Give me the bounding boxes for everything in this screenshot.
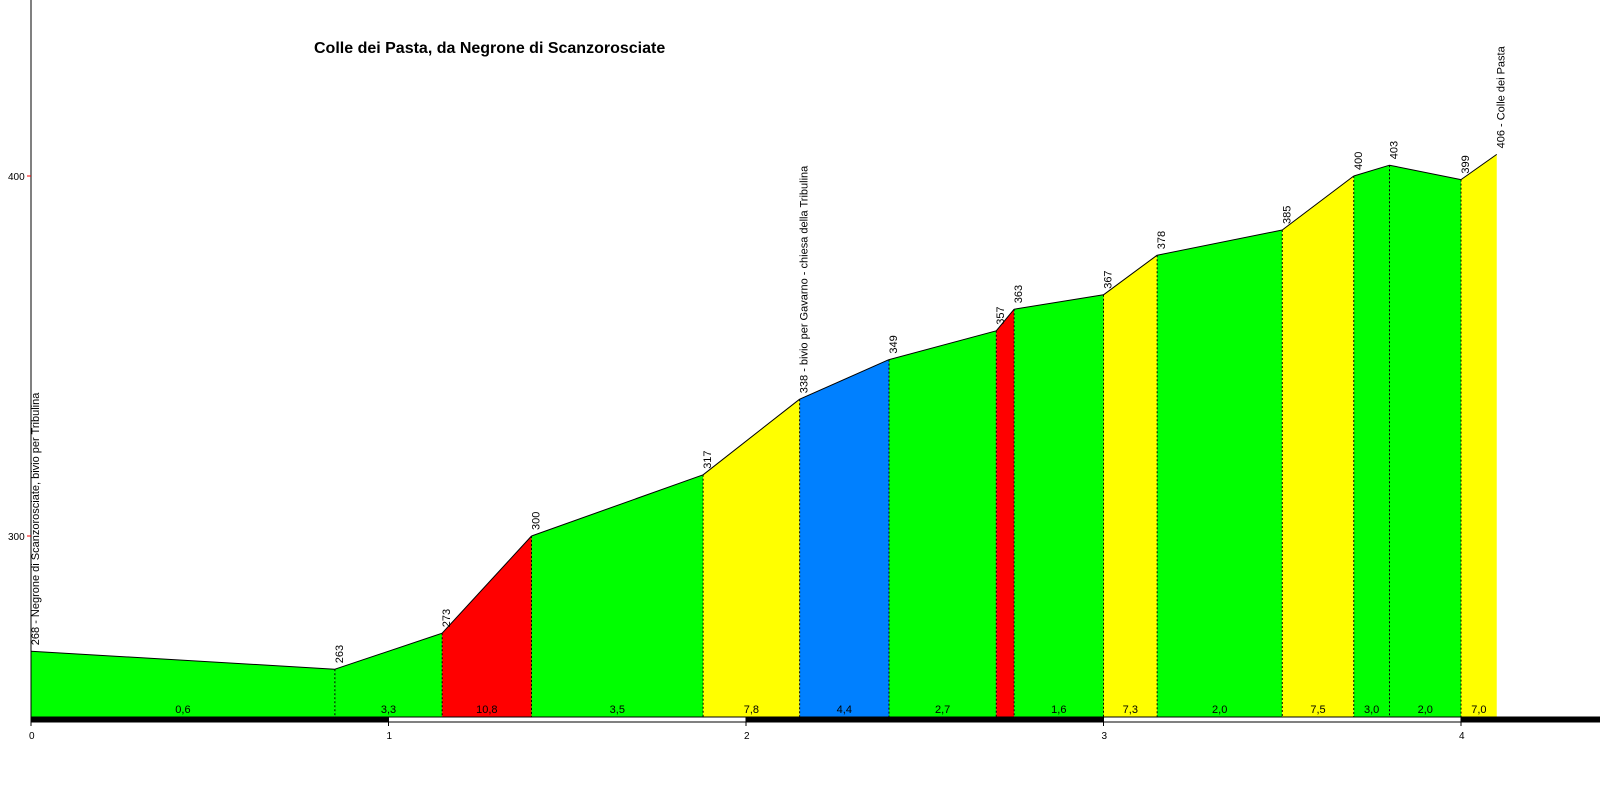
profile-segment (334, 633, 443, 717)
segment-gradient-label: 7,3 (1123, 704, 1138, 716)
point-elevation-label: 317 (702, 450, 714, 468)
point-elevation-label: 367 (1103, 270, 1115, 288)
point-elevation-label: 349 (888, 335, 900, 353)
segment-gradient-label: 3,5 (610, 704, 625, 716)
x-axis-band (388, 716, 747, 723)
profile-segment (996, 309, 1015, 717)
point-elevation-label: 273 (441, 609, 453, 627)
segment-gradient-label: 4,4 (837, 704, 852, 716)
x-tick-label: 4 (1459, 731, 1465, 742)
profile-segment (1353, 165, 1390, 717)
y-tick-label: 400 (8, 172, 25, 183)
profile-line (702, 398, 800, 476)
segment-gradient-label: 10,8 (476, 704, 497, 716)
segment-gradient-label: 2,0 (1418, 704, 1433, 716)
point-elevation-label: 400 (1353, 152, 1365, 170)
profile-segment (889, 330, 997, 717)
point-elevation-label: 378 (1156, 231, 1168, 249)
profile-line (1460, 153, 1498, 181)
x-axis-band (745, 716, 1104, 723)
profile-line (30, 650, 335, 670)
y-tick-label: 300 (8, 532, 25, 543)
profile-segment (1461, 154, 1497, 717)
point-elevation-label: 300 (531, 512, 543, 530)
x-tick-label: 1 (387, 731, 393, 742)
profile-line (888, 330, 997, 361)
profile-segment (1282, 176, 1354, 717)
profile-segment (531, 474, 704, 717)
axes: 300 400 0 1 2 3 4 (8, 0, 1600, 742)
segment-gradient-label: 7,5 (1310, 704, 1325, 716)
segment-gradient-label: 1,6 (1051, 704, 1066, 716)
point-elevation-label: 263 (334, 645, 346, 663)
profile-segment (1014, 294, 1104, 717)
point-elevation-label: 268 - Negrone di Scanzorosciate, bivio p… (30, 392, 42, 645)
profile-segment (1103, 255, 1158, 717)
x-tick-label: 3 (1102, 731, 1108, 742)
profile-line (1103, 254, 1158, 296)
profile-segments: 0,6 3,3 10,8 3,5 7,8 4,4 2,7 1,6 7,3 2,0 7,5 3,0 2,0… (30, 153, 1498, 717)
point-elevation-label: 338 - bivio per Gavarno - chiesa della T… (799, 165, 811, 393)
profile-line (1281, 175, 1355, 231)
point-elevation-label: 399 (1460, 155, 1472, 173)
profile-segment (1389, 165, 1461, 717)
x-axis-band (30, 716, 389, 723)
profile-line (1389, 164, 1462, 181)
x-tick-label: 0 (29, 731, 35, 742)
profile-line (1014, 294, 1104, 310)
segment-gradient-label: 3,0 (1364, 704, 1379, 716)
profile-line (1157, 229, 1283, 256)
profile-segment (31, 651, 335, 717)
profile-segment (703, 399, 800, 717)
segment-gradient-label: 2,7 (935, 704, 950, 716)
chart-title: Colle dei Pasta, da Negrone di Scanzoros… (314, 40, 665, 57)
profile-segment (442, 536, 532, 717)
profile-line (334, 632, 443, 670)
x-axis-band (1460, 716, 1600, 723)
x-tick-label: 2 (744, 731, 750, 742)
x-axis-band (1103, 716, 1462, 723)
profile-segment (799, 359, 889, 717)
segment-gradient-label: 3,3 (381, 704, 396, 716)
profile-segment (1157, 230, 1283, 717)
point-elevation-label: 363 (1013, 285, 1025, 303)
profile-line (995, 308, 1015, 332)
point-elevation-label: 357 (995, 306, 1007, 324)
point-labels: 268 - Negrone di Scanzorosciate, bivio p… (30, 45, 1508, 663)
profile-line (441, 535, 532, 634)
point-elevation-label: 385 (1281, 206, 1293, 224)
segment-gradient-label: 0,6 (175, 704, 190, 716)
point-elevation-label: 403 (1389, 141, 1401, 159)
profile-line (531, 474, 704, 537)
segment-gradient-label: 7,0 (1471, 704, 1486, 716)
profile-line (799, 359, 890, 400)
profile-line (1353, 164, 1390, 177)
segment-gradient-label: 7,8 (744, 704, 759, 716)
point-elevation-label: 406 - Colle dei Pasta (1496, 45, 1508, 148)
segment-gradient-label: 2,0 (1212, 704, 1227, 716)
